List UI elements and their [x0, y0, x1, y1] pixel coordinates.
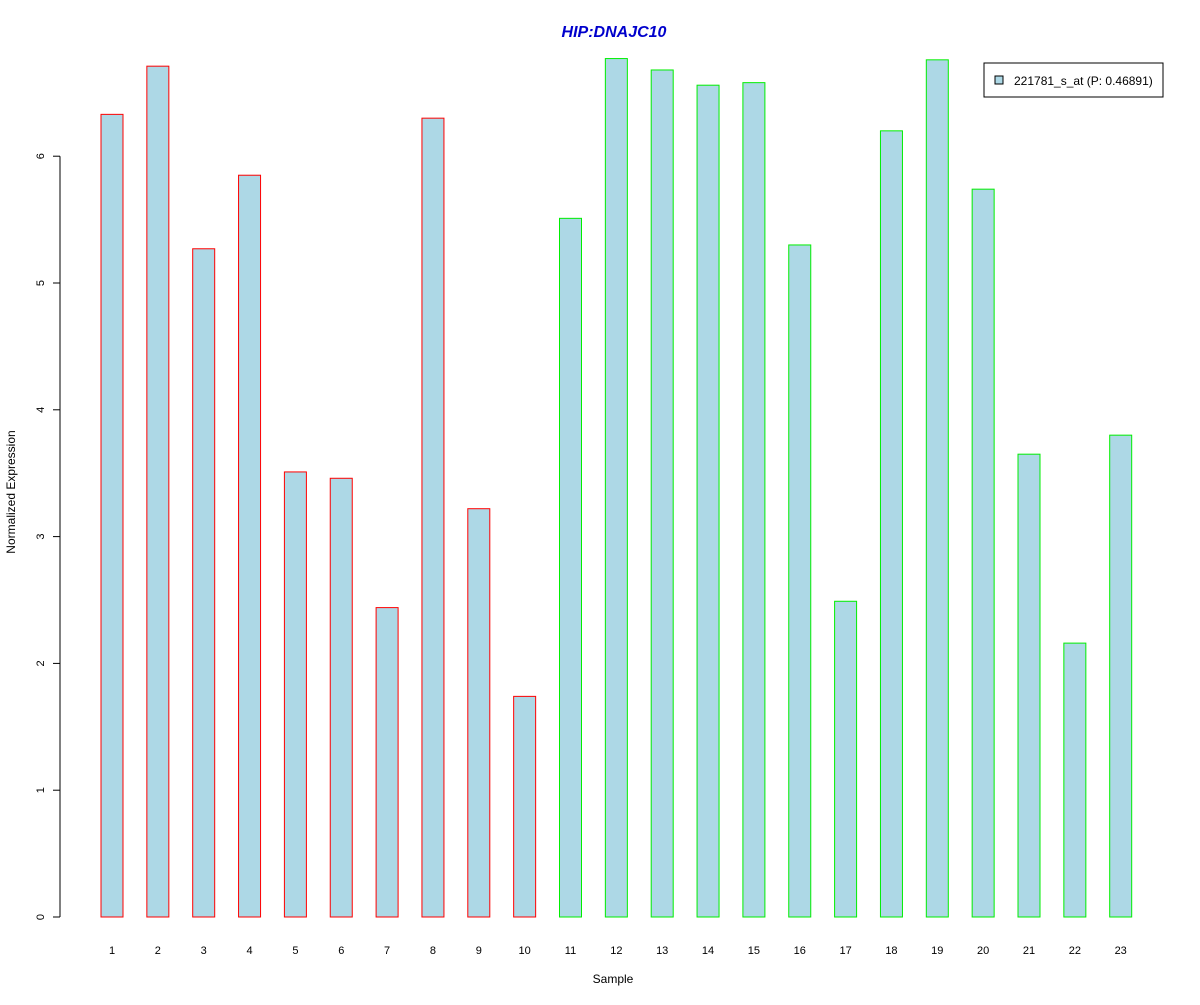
- x-tick-label: 18: [885, 945, 897, 957]
- bar-sample-1: [100, 113, 124, 918]
- y-tick-label: 6: [35, 153, 47, 159]
- legend-label: 221781_s_at (P: 0.46891): [1014, 74, 1153, 88]
- y-tick-label: 3: [35, 534, 47, 540]
- x-tick-label: 22: [1069, 945, 1081, 957]
- bar-sample-10: [513, 695, 537, 918]
- bar-sample-21: [1017, 453, 1041, 918]
- bar-sample-20: [971, 188, 995, 918]
- x-tick-label: 6: [338, 945, 344, 957]
- x-tick-label: 21: [1023, 945, 1035, 957]
- x-tick-label: 12: [610, 945, 622, 957]
- bar-sample-15: [742, 82, 766, 918]
- bar-sample-7: [375, 607, 399, 918]
- bar-sample-6: [329, 477, 353, 918]
- y-tick-label: 2: [35, 660, 47, 666]
- bar-sample-3: [192, 248, 216, 918]
- x-tick-label: 11: [565, 945, 576, 957]
- bar-sample-8: [421, 117, 445, 918]
- x-tick-label: 3: [201, 945, 207, 957]
- y-tick-label: 1: [35, 787, 47, 793]
- legend-box: [983, 62, 1164, 98]
- x-tick-label: 5: [292, 945, 298, 957]
- y-tick-label: 4: [35, 407, 47, 413]
- bar-sample-11: [559, 217, 582, 918]
- x-tick-label: 4: [246, 945, 252, 957]
- legend: 221781_s_at (P: 0.46891): [983, 62, 1164, 98]
- y-axis-label: Normalized Expression: [4, 430, 18, 553]
- bar-sample-14: [696, 84, 720, 918]
- x-tick-label: 1: [109, 945, 115, 957]
- x-tick-label: 19: [931, 945, 943, 957]
- bar-sample-18: [879, 130, 903, 918]
- bar-sample-13: [650, 69, 674, 918]
- bar-sample-4: [238, 174, 262, 918]
- x-axis-label: Sample: [593, 972, 634, 986]
- bar-sample-12: [604, 58, 628, 918]
- bar-sample-22: [1063, 642, 1087, 918]
- y-tick-label: 5: [35, 280, 47, 286]
- bar-sample-2: [146, 65, 170, 918]
- x-tick-label: 10: [519, 945, 531, 957]
- x-tick-label: 13: [656, 945, 668, 957]
- bar-sample-9: [467, 508, 491, 918]
- bars-group: [100, 58, 1133, 918]
- y-axis: 0 1 2 3 4 5 6: [35, 153, 61, 920]
- bar-sample-5: [283, 471, 307, 918]
- x-tick-label: 14: [702, 945, 714, 957]
- x-tick-label: 9: [476, 945, 482, 957]
- chart-title: HIP:DNAJC10: [562, 24, 667, 41]
- x-tick-label: 7: [384, 945, 390, 957]
- x-tick-label: 23: [1115, 945, 1127, 957]
- bar-sample-17: [834, 600, 858, 918]
- x-tick-label: 2: [155, 945, 161, 957]
- x-tick-label: 16: [794, 945, 806, 957]
- bar-sample-19: [925, 59, 949, 918]
- bar-sample-23: [1109, 434, 1133, 918]
- bar-sample-16: [788, 244, 812, 918]
- x-tick-label: 20: [977, 945, 989, 957]
- x-tick-label: 17: [839, 945, 851, 957]
- legend-swatch: [994, 75, 1004, 85]
- x-tick-label: 15: [748, 945, 760, 957]
- x-tick-labels: 1 2 3 4 5 6 7 8 9 10 11 12 13 14 15 16 17 18 19 20 21 22 23: [109, 945, 1127, 957]
- y-tick-label: 0: [35, 914, 47, 920]
- x-tick-label: 8: [430, 945, 436, 957]
